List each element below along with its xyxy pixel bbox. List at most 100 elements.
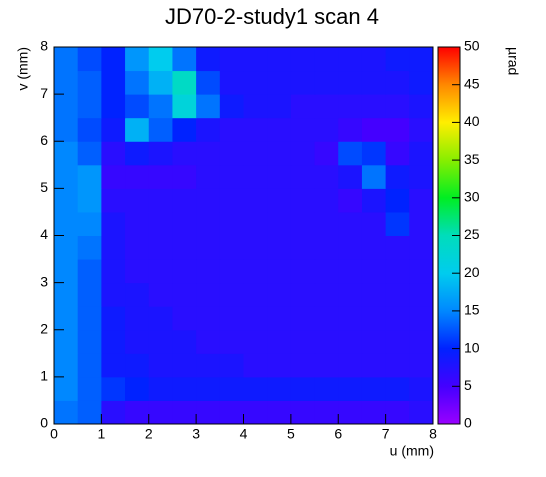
heatmap-cell <box>148 188 173 213</box>
x-tick-label: 3 <box>192 426 200 442</box>
heatmap-cell <box>125 353 150 378</box>
heatmap-cell <box>101 329 126 354</box>
heatmap-cell <box>54 259 79 284</box>
heatmap-cell <box>125 70 150 95</box>
x-tick-label: 5 <box>287 426 295 442</box>
heatmap-cell <box>314 306 339 331</box>
heatmap-cell <box>361 47 387 72</box>
heatmap-cell <box>338 353 363 378</box>
heatmap-cell <box>385 282 410 307</box>
x-tick-label: 7 <box>382 426 390 442</box>
heatmap-cell <box>338 94 363 119</box>
heatmap-cell <box>267 282 292 307</box>
heatmap-cell <box>385 400 410 425</box>
heatmap-cell <box>219 353 244 378</box>
heatmap-cell <box>54 400 79 425</box>
heatmap-cell <box>267 70 292 95</box>
heatmap-cell <box>361 164 387 189</box>
heatmap-cell <box>101 282 126 307</box>
heatmap-cell <box>125 141 150 166</box>
heatmap-cell <box>267 400 292 425</box>
heatmap-cell <box>148 235 173 260</box>
heatmap-cell <box>54 329 79 354</box>
heatmap-cell <box>125 400 150 425</box>
heatmap-cell <box>361 235 387 260</box>
heatmap-cell <box>125 117 150 142</box>
heatmap-cell <box>101 306 126 331</box>
heatmap-cell <box>54 282 79 307</box>
heatmap-cell <box>196 141 221 166</box>
heatmap-cell <box>219 211 244 236</box>
heatmap-cell <box>219 259 244 284</box>
heatmap-cell <box>314 282 339 307</box>
heatmap-cell <box>101 141 126 166</box>
z-axis-label: µrad <box>505 47 521 75</box>
heatmap-cell <box>172 47 197 72</box>
heatmap-cell <box>101 117 126 142</box>
heatmap-cell <box>361 353 387 378</box>
heatmap-cell <box>125 164 150 189</box>
heatmap-cell <box>409 94 434 119</box>
heatmap-cell <box>172 376 197 401</box>
heatmap-cell <box>148 141 173 166</box>
heatmap-cell <box>409 211 434 236</box>
heatmap-cell <box>172 211 197 236</box>
heatmap-cell <box>409 235 434 260</box>
heatmap-cell <box>385 117 410 142</box>
heatmap-cell <box>219 306 244 331</box>
heatmap-cell <box>148 259 173 284</box>
heatmap-cell <box>196 329 221 354</box>
heatmap-cell <box>219 117 244 142</box>
heatmap-cell <box>243 141 268 166</box>
heatmap-cell <box>361 376 387 401</box>
heatmap-cell <box>290 164 316 189</box>
heatmap-cell <box>409 188 434 213</box>
heatmap-cell <box>54 306 79 331</box>
heatmap-cell <box>196 47 221 72</box>
x-tick-label: 2 <box>145 426 153 442</box>
heatmap-cell <box>385 353 410 378</box>
heatmap-cell <box>125 47 150 72</box>
heatmap-cell <box>219 329 244 354</box>
heatmap-cell <box>125 329 150 354</box>
heatmap-cell <box>290 400 316 425</box>
heatmap-cell <box>148 376 173 401</box>
heatmap-cell <box>409 47 434 72</box>
heatmap-cell <box>77 164 102 189</box>
heatmap-cell <box>243 259 268 284</box>
heatmap-cell <box>148 164 173 189</box>
heatmap-cell <box>338 70 363 95</box>
heatmap-cell <box>172 94 197 119</box>
z-tick-label: 30 <box>464 189 480 205</box>
heatmap-cell <box>148 70 173 95</box>
heatmap-cell <box>290 376 316 401</box>
heatmap-cell <box>243 400 268 425</box>
z-tick-label: 45 <box>464 75 480 91</box>
heatmap-cell <box>290 353 316 378</box>
x-tick-label: 0 <box>50 426 58 442</box>
heatmap-cell <box>314 329 339 354</box>
heatmap-cell <box>361 306 387 331</box>
heatmap-cell <box>409 306 434 331</box>
heatmap-cell <box>314 211 339 236</box>
heatmap-cell <box>385 70 410 95</box>
heatmap-cell <box>409 164 434 189</box>
heatmap-cell <box>267 188 292 213</box>
heatmap-cell <box>314 141 339 166</box>
heatmap-cell <box>361 188 387 213</box>
heatmap-cell <box>338 235 363 260</box>
heatmap-cell <box>172 353 197 378</box>
heatmap-cell <box>219 141 244 166</box>
heatmap-cell <box>314 235 339 260</box>
heatmap-cell <box>267 117 292 142</box>
heatmap-cell <box>172 282 197 307</box>
heatmap-cell <box>314 164 339 189</box>
z-tick-label: 15 <box>464 302 480 318</box>
heatmap-cell <box>409 282 434 307</box>
heatmap-cell <box>196 70 221 95</box>
heatmap-cell <box>196 94 221 119</box>
heatmap-cell <box>219 47 244 72</box>
heatmap-cell <box>361 259 387 284</box>
heatmap-cell <box>77 400 102 425</box>
heatmap-cell <box>54 235 79 260</box>
